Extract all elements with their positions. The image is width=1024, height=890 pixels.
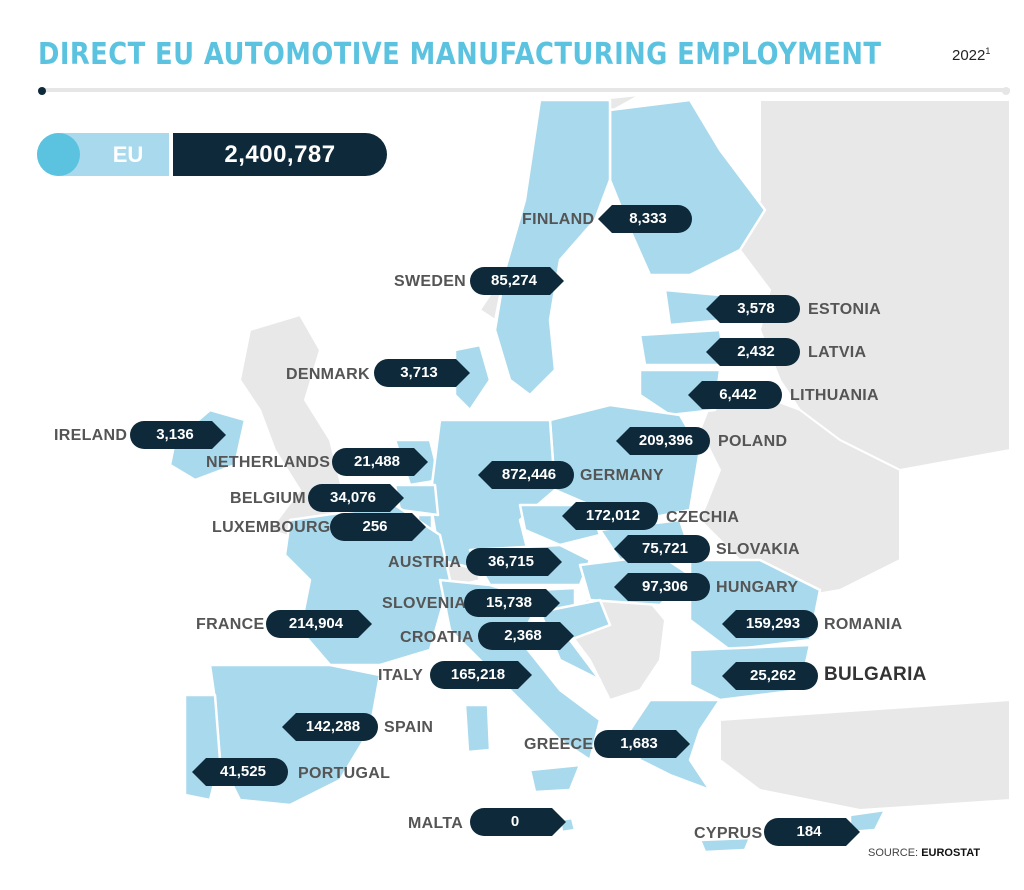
country-label-finland: FINLAND bbox=[522, 211, 595, 228]
value-tag-italy: 165,218 bbox=[430, 661, 532, 689]
value-tag-ireland: 3,136 bbox=[130, 421, 226, 449]
value-tag-estonia: 3,578 bbox=[706, 295, 800, 323]
sardinia-shape bbox=[463, 703, 492, 754]
country-label-estonia: ESTONIA bbox=[808, 301, 881, 318]
country-label-italy: ITALY bbox=[378, 667, 424, 684]
value-tag-slovenia: 15,738 bbox=[464, 589, 560, 617]
value-tag-croatia: 2,368 bbox=[478, 622, 574, 650]
country-label-cyprus: CYPRUS bbox=[694, 825, 763, 842]
country-label-denmark: DENMARK bbox=[286, 366, 370, 383]
country-label-slovenia: SLOVENIA bbox=[382, 595, 467, 612]
value-tag-poland: 209,396 bbox=[616, 427, 710, 455]
value-tag-lithuania: 6,442 bbox=[688, 381, 782, 409]
country-label-greece: GREECE bbox=[524, 736, 594, 753]
value-tag-finland: 8,333 bbox=[598, 205, 692, 233]
value-tag-romania: 159,293 bbox=[722, 610, 818, 638]
sweden-shape bbox=[493, 98, 612, 397]
country-label-hungary: HUNGARY bbox=[716, 579, 799, 596]
map-title: DIRECT EU AUTOMOTIVE MANUFACTURING EMPLO… bbox=[38, 37, 882, 72]
value-tag-austria: 36,715 bbox=[466, 548, 562, 576]
value-tag-netherlands: 21,488 bbox=[332, 448, 428, 476]
value-tag-france: 214,904 bbox=[266, 610, 372, 638]
value-tag-bulgaria: 25,262 bbox=[722, 662, 818, 690]
country-label-austria: AUSTRIA bbox=[388, 554, 462, 571]
value-tag-luxembourg: 256 bbox=[330, 513, 426, 541]
eu-total-label: EU bbox=[112, 142, 144, 167]
value-tag-greece: 1,683 bbox=[594, 730, 690, 758]
title-rule bbox=[38, 87, 1010, 95]
country-label-luxembourg: LUXEMBOURG bbox=[212, 519, 331, 536]
country-label-malta: MALTA bbox=[408, 815, 464, 832]
value-tag-malta: 0 bbox=[470, 808, 566, 836]
value-tag-slovakia: 75,721 bbox=[614, 535, 710, 563]
eu-total-value: 2,400,787 bbox=[173, 133, 387, 176]
value-tag-portugal: 41,525 bbox=[192, 758, 288, 786]
country-label-croatia: CROATIA bbox=[400, 629, 474, 646]
country-label-netherlands: NETHERLANDS bbox=[206, 454, 331, 471]
country-label-latvia: LATVIA bbox=[808, 344, 867, 361]
value-tag-latvia: 2,432 bbox=[706, 338, 800, 366]
country-label-sweden: SWEDEN bbox=[394, 273, 467, 290]
country-label-czechia: CZECHIA bbox=[666, 509, 740, 526]
eu-total-badge: EU 2,400,787 bbox=[37, 133, 387, 176]
denmark-shape bbox=[453, 343, 492, 412]
sicily-shape bbox=[528, 763, 582, 794]
country-label-slovakia: SLOVAKIA bbox=[716, 541, 800, 558]
country-label-lithuania: LITHUANIA bbox=[790, 387, 879, 404]
country-label-belgium: BELGIUM bbox=[230, 490, 306, 507]
crete-shape bbox=[698, 836, 752, 854]
value-tag-spain: 142,288 bbox=[282, 713, 378, 741]
source-credit: SOURCE: EUROSTAT bbox=[868, 847, 981, 859]
year-label: 20221 bbox=[952, 46, 991, 64]
country-label-romania: ROMANIA bbox=[824, 616, 903, 633]
country-label-spain: SPAIN bbox=[384, 719, 434, 736]
country-label-bulgaria: BULGARIA bbox=[824, 664, 927, 685]
finland-shape bbox=[608, 98, 767, 277]
value-tag-germany: 872,446 bbox=[478, 461, 574, 489]
value-tag-hungary: 97,306 bbox=[614, 573, 710, 601]
country-label-germany: GERMANY bbox=[580, 467, 664, 484]
value-tag-czechia: 172,012 bbox=[562, 502, 658, 530]
non-eu-land bbox=[238, 94, 1011, 812]
country-label-portugal: PORTUGAL bbox=[298, 765, 391, 782]
value-tag-belgium: 34,076 bbox=[308, 484, 404, 512]
value-tag-cyprus: 184 bbox=[764, 818, 860, 846]
value-tag-denmark: 3,713 bbox=[374, 359, 470, 387]
country-label-ireland: IRELAND bbox=[54, 427, 128, 444]
country-label-france: FRANCE bbox=[196, 616, 265, 633]
country-label-poland: POLAND bbox=[718, 433, 788, 450]
value-tag-sweden: 85,274 bbox=[470, 267, 564, 295]
eu-accent-circle bbox=[37, 133, 80, 176]
